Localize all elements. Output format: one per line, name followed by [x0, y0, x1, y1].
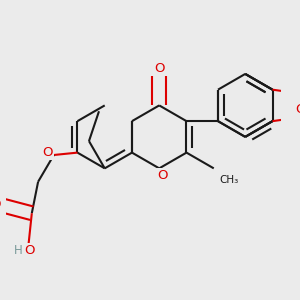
Text: O: O	[157, 169, 168, 182]
Text: O: O	[42, 146, 52, 159]
Text: O: O	[0, 197, 1, 211]
Text: O: O	[24, 244, 34, 257]
Text: H: H	[14, 244, 22, 257]
Text: CH₃: CH₃	[219, 175, 238, 185]
Text: O: O	[295, 103, 300, 116]
Text: O: O	[154, 62, 164, 75]
